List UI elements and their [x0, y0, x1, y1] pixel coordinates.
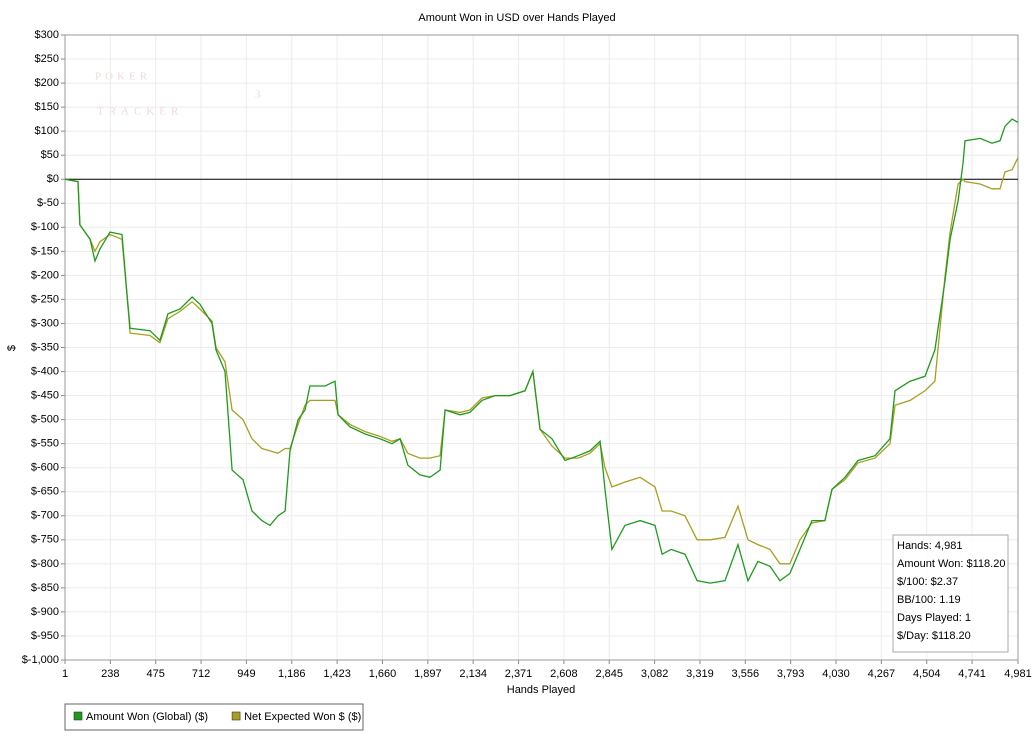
y-tick-label: $-700	[31, 510, 59, 522]
x-tick-label: 4,267	[868, 668, 896, 680]
x-tick-label: 2,371	[505, 668, 533, 680]
y-tick-label: $-500	[31, 414, 59, 426]
legend-swatch	[231, 711, 241, 721]
y-tick-label: $-600	[31, 462, 59, 474]
info-text: $/100: $2.37	[897, 576, 958, 588]
y-tick-label: $-400	[31, 365, 59, 377]
y-tick-label: $50	[41, 149, 59, 161]
x-tick-label: 4,504	[913, 668, 941, 680]
x-tick-label: 1,186	[278, 668, 306, 680]
info-text: Days Played: 1	[897, 612, 971, 624]
y-tick-label: $-950	[31, 630, 59, 642]
y-tick-label: $0	[47, 173, 59, 185]
y-tick-label: $250	[35, 53, 59, 65]
y-tick-label: $-300	[31, 317, 59, 329]
legend-box	[64, 703, 364, 731]
x-tick-label: 2,608	[550, 668, 578, 680]
series-line	[64, 118, 1019, 584]
y-tick-label: $-150	[31, 245, 59, 257]
watermark: POKER	[95, 71, 151, 83]
y-tick-label: $100	[35, 125, 59, 137]
x-tick-label: 4,030	[822, 668, 850, 680]
y-tick-label: $-250	[31, 293, 59, 305]
x-tick-label: 1,897	[414, 668, 442, 680]
y-tick-label: $200	[35, 77, 59, 89]
x-tick-label: 949	[237, 668, 255, 680]
y-tick-label: $-650	[31, 486, 59, 498]
x-tick-label: 1,423	[323, 668, 351, 680]
x-tick-label: 4,981	[1004, 668, 1032, 680]
y-axis-label: $	[6, 345, 18, 351]
x-tick-label: 2,845	[595, 668, 623, 680]
y-tick-label: $-50	[37, 197, 59, 209]
y-tick-label: $-850	[31, 582, 59, 594]
info-text: BB/100: 1.19	[897, 594, 961, 606]
x-tick-label: 475	[147, 668, 165, 680]
legend-label: Amount Won (Global) ($)	[86, 711, 208, 723]
info-text: $/Day: $118.20	[897, 630, 971, 642]
y-tick-label: $-100	[31, 221, 59, 233]
x-tick-label: 3,319	[686, 668, 714, 680]
legend: Amount Won (Global) ($) Net Expected Won …	[64, 703, 364, 731]
watermark: 3	[255, 89, 261, 101]
plot-border	[64, 34, 1019, 661]
chart-title: Amount Won in USD over Hands Played	[418, 12, 615, 24]
y-tick-label: $-450	[31, 389, 59, 401]
y-tick-label: $-350	[31, 341, 59, 353]
y-tick-label: $-1,000	[22, 654, 59, 666]
y-tick-label: $-800	[31, 558, 59, 570]
info-text: Amount Won: $118.20	[897, 558, 1005, 570]
x-tick-label: 3,082	[641, 668, 669, 680]
x-tick-label: 1,660	[369, 668, 397, 680]
x-tick-label: 1	[62, 668, 68, 680]
x-tick-label: 712	[192, 668, 210, 680]
x-tick-label: 238	[101, 668, 119, 680]
legend-swatch	[73, 711, 83, 721]
x-tick-label: 2,134	[459, 668, 487, 680]
legend-label: Net Expected Won $ ($)	[244, 711, 361, 723]
info-box	[892, 534, 1009, 653]
y-tick-label: $300	[35, 29, 59, 41]
y-tick-label: $-900	[31, 606, 59, 618]
y-tick-label: $-550	[31, 438, 59, 450]
y-tick-label: $-750	[31, 534, 59, 546]
x-tick-label: 4,741	[958, 668, 986, 680]
x-axis-label: Hands Played	[507, 684, 576, 696]
x-tick-label: 3,793	[777, 668, 805, 680]
info-text: Hands: 4,981	[897, 540, 962, 552]
y-tick-label: $150	[35, 101, 59, 113]
watermark: TRACKER	[97, 106, 183, 118]
y-tick-label: $-200	[31, 269, 59, 281]
x-tick-label: 3,556	[732, 668, 760, 680]
